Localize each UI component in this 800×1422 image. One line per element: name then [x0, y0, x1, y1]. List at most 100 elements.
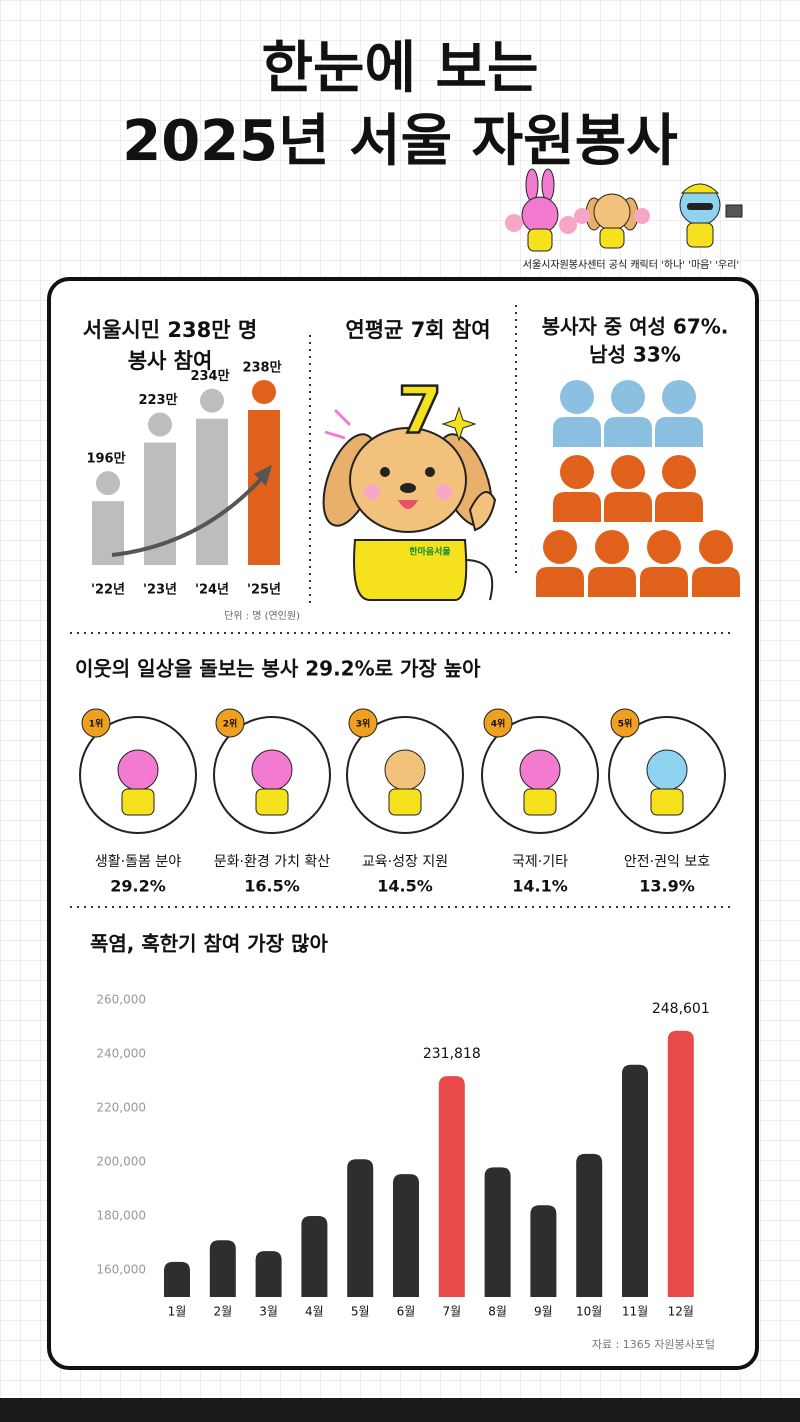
bar — [622, 1064, 648, 1297]
badge-number: 7 — [398, 375, 443, 449]
person-head — [662, 455, 696, 489]
bar — [301, 1216, 328, 1297]
character-vest — [523, 788, 557, 816]
title-line: 2025년 서울 자원봉사 — [122, 109, 678, 174]
section-title: 폭염, 혹한기 참여 가장 많아 — [90, 932, 328, 956]
x-tick-label: 9월 — [534, 1305, 553, 1319]
item-value: 13.9% — [639, 877, 695, 896]
rank-badge — [610, 708, 640, 738]
dog-illustration — [322, 406, 497, 601]
bar — [196, 418, 228, 565]
x-tick-label: 4월 — [305, 1305, 324, 1319]
person-head — [611, 380, 645, 414]
panel-title: 연평균 7회 참여 — [345, 318, 490, 342]
value-label: 238만 — [242, 360, 281, 376]
trend-arrowhead — [254, 465, 272, 486]
character-head — [251, 749, 293, 791]
person-head — [543, 530, 577, 564]
bar — [393, 1174, 419, 1297]
x-tick-label: '22년 — [91, 583, 125, 598]
x-tick-label: 5월 — [351, 1305, 370, 1319]
panel-title: 봉사자 중 여성 67%. — [542, 315, 729, 339]
item-value: 14.1% — [512, 877, 568, 896]
character-head — [519, 749, 561, 791]
y-tick-label: 260,000 — [96, 993, 146, 1007]
bar — [438, 1076, 465, 1297]
unit-note: 단위 : 명 (연인원) — [224, 609, 300, 622]
characters — [505, 168, 743, 252]
value-label: 196만 — [86, 451, 125, 467]
y-tick-label: 180,000 — [96, 1209, 146, 1223]
person-body — [553, 492, 601, 522]
character-vest — [121, 788, 155, 816]
item-label: 문화·환경 가치 확산 — [214, 854, 331, 870]
item-value: 16.5% — [244, 877, 300, 896]
rank-badge — [348, 708, 378, 738]
y-tick-label: 160,000 — [96, 1263, 146, 1277]
rank-label: 1위 — [89, 718, 104, 730]
item-label: 생활·돌봄 분야 — [95, 854, 181, 870]
person-head — [595, 530, 629, 564]
value-label: 248,601 — [652, 1001, 710, 1017]
x-tick-label: 11월 — [622, 1305, 648, 1319]
person-head — [647, 530, 681, 564]
rank-badge — [483, 708, 513, 738]
bar-head — [148, 412, 172, 437]
x-tick-label: 12월 — [668, 1305, 694, 1319]
source-note: 자료 : 1365 자원봉사포털 — [592, 1338, 715, 1351]
item-label: 안전·권익 보호 — [624, 854, 710, 870]
character-caption: 서울시자원봉사센터 공식 캐릭터 '하나' '마음' '우리' — [523, 258, 739, 271]
item-label: 교육·성장 지원 — [362, 854, 448, 870]
person-body — [604, 492, 652, 522]
person-head — [611, 455, 645, 489]
x-tick-label: 6월 — [397, 1305, 416, 1319]
person-head — [662, 380, 696, 414]
character-vest — [650, 788, 684, 816]
value-label: 223만 — [138, 392, 177, 408]
rank-label: 5위 — [618, 718, 633, 730]
item-value: 14.5% — [377, 877, 433, 896]
x-tick-label: 7월 — [442, 1305, 461, 1319]
bar — [667, 1030, 694, 1297]
x-tick-label: '25년 — [247, 583, 281, 598]
rank-badge — [215, 708, 245, 738]
bar — [530, 1205, 557, 1297]
trend-arrow — [111, 476, 264, 557]
bar — [576, 1153, 603, 1297]
x-tick-label: 3월 — [259, 1305, 278, 1319]
item-label: 국제·기타 — [512, 854, 568, 870]
character-head — [646, 749, 688, 791]
bar — [484, 1167, 511, 1297]
person-body — [553, 417, 601, 447]
y-tick-label: 220,000 — [96, 1101, 146, 1115]
bar-head — [200, 388, 224, 413]
y-tick-label: 200,000 — [96, 1155, 146, 1169]
bar — [255, 1251, 282, 1297]
x-tick-label: '24년 — [195, 583, 229, 598]
person-body — [536, 567, 584, 597]
x-tick-label: 10월 — [576, 1305, 602, 1319]
value-label: 231,818 — [423, 1046, 481, 1062]
gender-pictograph — [536, 380, 740, 597]
character-head — [384, 749, 426, 791]
person-body — [655, 492, 703, 522]
panel-title: 서울시민 238만 명 — [83, 318, 257, 342]
rank-label: 4위 — [491, 718, 506, 730]
y-tick-label: 240,000 — [96, 1047, 146, 1061]
section-title: 이웃의 일상을 돌보는 봉사 29.2%로 가장 높아 — [75, 657, 481, 681]
rank-badge — [81, 708, 111, 738]
character-vest — [388, 788, 422, 816]
title-line: 한눈에 보는 — [261, 36, 538, 101]
panel-title: 남성 33% — [589, 343, 681, 367]
character-head — [117, 749, 159, 791]
panel-title: 봉사 참여 — [128, 349, 213, 373]
person-head — [560, 455, 594, 489]
value-label: 234만 — [190, 368, 229, 384]
person-head — [699, 530, 733, 564]
person-body — [588, 567, 636, 597]
footer-band — [0, 1398, 800, 1422]
bar-head — [96, 471, 120, 496]
rank-label: 3위 — [356, 718, 371, 730]
person-body — [692, 567, 740, 597]
